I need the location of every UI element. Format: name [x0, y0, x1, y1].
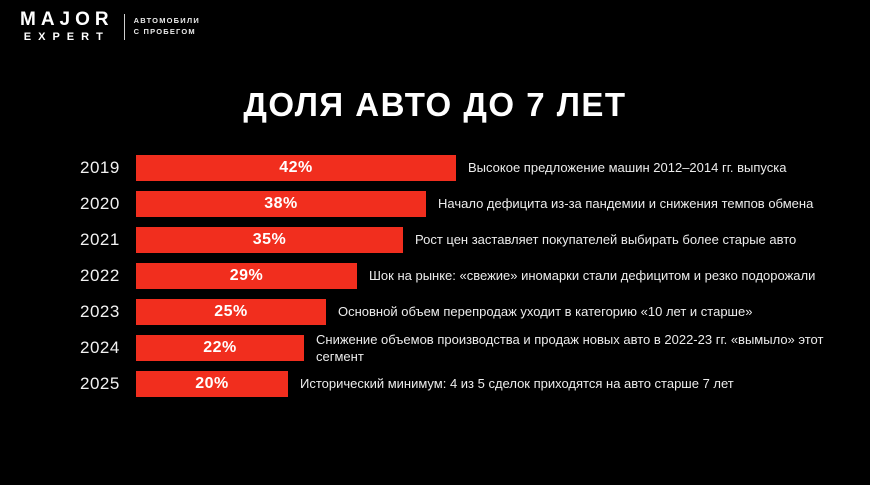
major-expert-logo: MAJOR EXPERT — [20, 10, 114, 43]
logo-tagline: АВТОМОБИЛИ С ПРОБЕГОМ — [134, 16, 200, 38]
chart-row: 2025 20% Исторический минимум: 4 из 5 сд… — [80, 371, 858, 397]
bar: 25% — [136, 299, 326, 325]
bar: 38% — [136, 191, 426, 217]
bar-value-label: 42% — [279, 159, 313, 176]
logo-text-expert: EXPERT — [23, 31, 110, 43]
bar-value-label: 35% — [252, 231, 287, 248]
bar-annotation: Основной объем перепродаж уходит в катег… — [338, 304, 753, 320]
chart-row: 2024 22% Снижение объемов производства и… — [80, 332, 858, 364]
chart-row: 2022 29% Шок на рынке: «свежие» иномарки… — [80, 263, 858, 289]
logo-tagline-line2: С ПРОБЕГОМ — [133, 26, 196, 36]
year-label: 2020 — [80, 194, 120, 213]
bar-value-label: 25% — [214, 303, 248, 320]
year-label: 2025 — [80, 374, 120, 393]
bar: 20% — [136, 371, 288, 397]
bar-annotation: Шок на рынке: «свежие» иномарки стали де… — [369, 268, 816, 284]
bar-annotation: Рост цен заставляет покупателей выбирать… — [415, 232, 797, 248]
bar-annotation: Начало дефицита из-за пандемии и снижени… — [438, 196, 814, 212]
chart-row: 2021 35% Рост цен заставляет покупателей… — [80, 227, 858, 253]
bar: 42% — [136, 155, 456, 181]
year-label: 2022 — [80, 266, 120, 285]
chart-row: 2020 38% Начало дефицита из-за пандемии … — [80, 191, 858, 217]
brand-header: MAJOR EXPERT АВТОМОБИЛИ С ПРОБЕГОМ — [20, 10, 200, 43]
bar-annotation: Высокое предложение машин 2012–2014 гг. … — [468, 160, 787, 176]
chart-row: 2023 25% Основной объем перепродаж уходи… — [80, 299, 858, 325]
bar-annotation: Исторический минимум: 4 из 5 сделок прих… — [300, 376, 734, 392]
bar-annotation: Снижение объемов производства и продаж н… — [316, 331, 824, 364]
year-label: 2021 — [80, 230, 120, 249]
chart-row: 2019 42% Высокое предложение машин 2012–… — [80, 155, 858, 181]
bar: 35% — [136, 227, 403, 253]
bar-value-label: 38% — [264, 195, 298, 212]
bar-value-label: 20% — [195, 375, 229, 392]
year-label: 2023 — [80, 302, 120, 321]
page-title: ДОЛЯ АВТО ДО 7 ЛЕТ — [243, 86, 627, 123]
logo-tagline-line1: АВТОМОБИЛИ — [133, 15, 200, 25]
bar: 22% — [136, 335, 304, 361]
bar: 29% — [136, 263, 357, 289]
logo-text-major: MAJOR — [20, 9, 114, 30]
bar-chart: 2019 42% Высокое предложение машин 2012–… — [0, 155, 870, 407]
year-label: 2019 — [80, 158, 120, 177]
logo-divider — [123, 13, 125, 40]
bar-value-label: 29% — [229, 267, 264, 284]
bar-value-label: 22% — [203, 339, 237, 356]
year-label: 2024 — [80, 338, 120, 357]
